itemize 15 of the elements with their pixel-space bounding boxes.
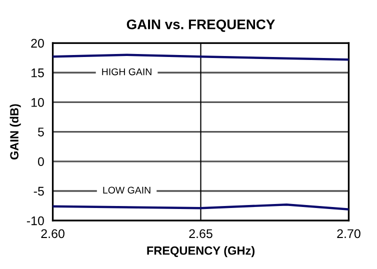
y-axis-title: GAIN (dB): [10, 104, 21, 160]
chart-title: GAIN vs. FREQUENCY: [126, 19, 276, 32]
x-tick-label: 2.60: [41, 229, 64, 238]
y-tick-label: 15: [31, 68, 44, 78]
y-tick-label: 10: [31, 98, 44, 107]
y-tick-label: 5: [38, 128, 44, 136]
y-tick-label: -5: [34, 186, 44, 196]
y-tick-label: 20: [31, 38, 44, 48]
x-axis-title: FREQUENCY (GHz): [147, 246, 254, 258]
y-tick-label: -10: [26, 216, 44, 226]
annotation: LOW GAIN: [103, 186, 150, 194]
x-tick-label: 2.70: [337, 229, 360, 238]
annotation: HIGH GAIN: [102, 68, 152, 76]
x-tick-label: 2.65: [189, 229, 212, 238]
y-tick-label: 0: [38, 157, 44, 166]
